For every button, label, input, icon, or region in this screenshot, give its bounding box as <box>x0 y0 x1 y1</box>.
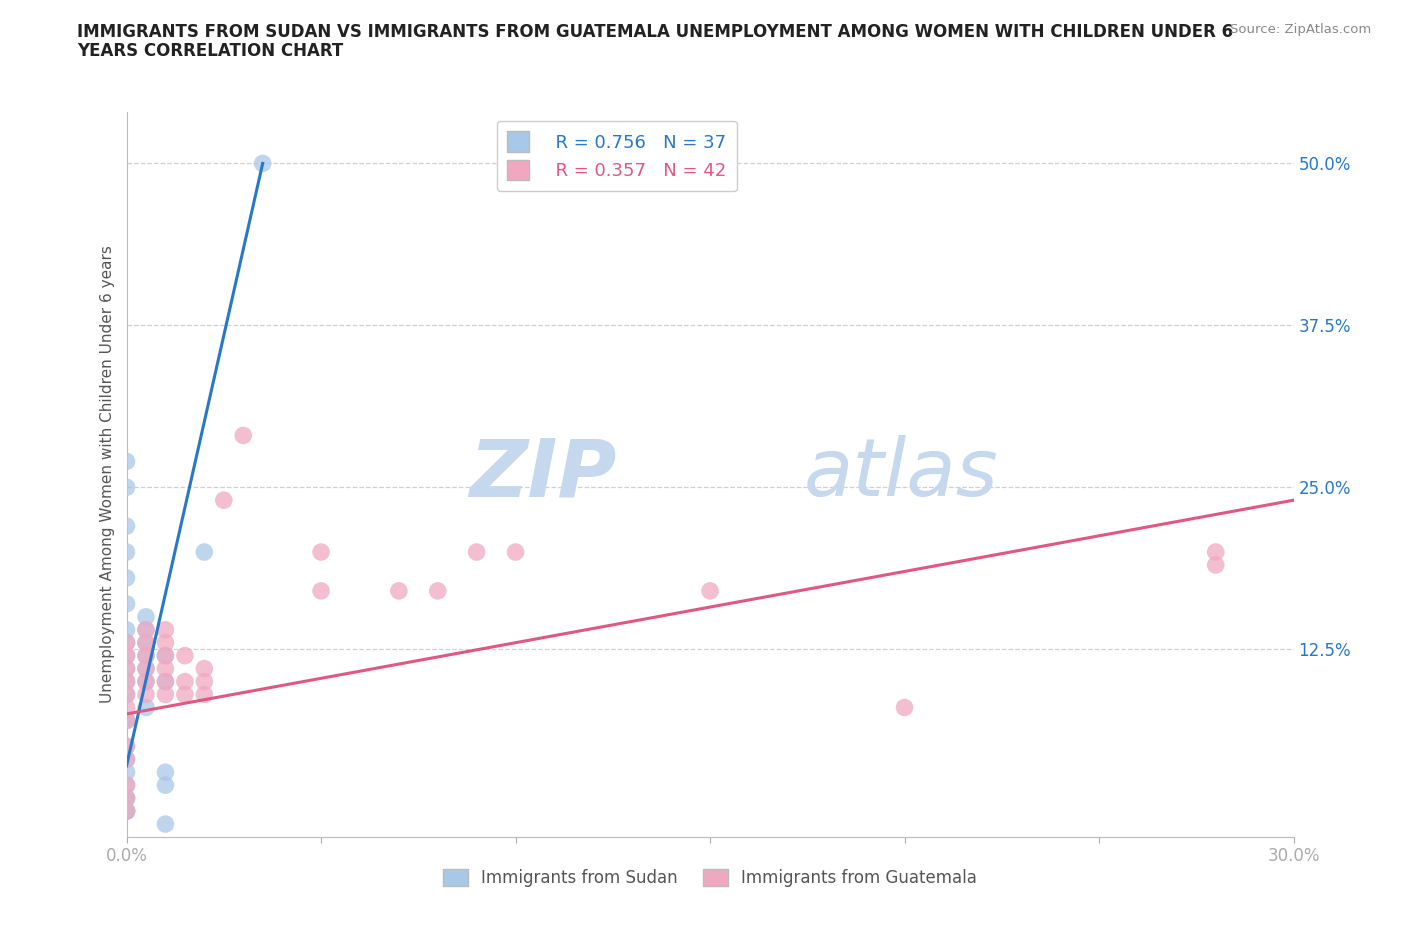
Point <box>155 648 177 663</box>
Point <box>115 713 138 728</box>
Text: YEARS CORRELATION CHART: YEARS CORRELATION CHART <box>77 42 343 60</box>
Point <box>1205 545 1227 560</box>
Point <box>115 674 138 689</box>
Point <box>135 700 157 715</box>
Point <box>135 648 157 663</box>
Point <box>115 480 138 495</box>
Point <box>115 570 138 585</box>
Point <box>115 777 138 792</box>
Point <box>193 674 215 689</box>
Point <box>115 804 138 818</box>
Point <box>115 764 138 779</box>
Point <box>155 764 177 779</box>
Point <box>115 635 138 650</box>
Point <box>465 545 488 560</box>
Point <box>135 609 157 624</box>
Point <box>115 751 138 766</box>
Text: atlas: atlas <box>803 435 998 513</box>
Point <box>115 622 138 637</box>
Point <box>135 648 157 663</box>
Point <box>115 454 138 469</box>
Point <box>232 428 254 443</box>
Point <box>505 545 527 560</box>
Legend: Immigrants from Sudan, Immigrants from Guatemala: Immigrants from Sudan, Immigrants from G… <box>436 862 984 894</box>
Point <box>115 790 138 805</box>
Point <box>115 804 138 818</box>
Point <box>115 635 138 650</box>
Point <box>115 545 138 560</box>
Text: IMMIGRANTS FROM SUDAN VS IMMIGRANTS FROM GUATEMALA UNEMPLOYMENT AMONG WOMEN WITH: IMMIGRANTS FROM SUDAN VS IMMIGRANTS FROM… <box>77 23 1233 41</box>
Point <box>115 687 138 702</box>
Text: Source: ZipAtlas.com: Source: ZipAtlas.com <box>1230 23 1371 36</box>
Point <box>115 519 138 534</box>
Text: ZIP: ZIP <box>470 435 617 513</box>
Point <box>193 545 215 560</box>
Point <box>155 635 177 650</box>
Point <box>699 583 721 598</box>
Point <box>1205 558 1227 573</box>
Point <box>115 700 138 715</box>
Point <box>135 661 157 676</box>
Point <box>115 661 138 676</box>
Y-axis label: Unemployment Among Women with Children Under 6 years: Unemployment Among Women with Children U… <box>100 246 115 703</box>
Point <box>115 751 138 766</box>
Point <box>155 661 177 676</box>
Point <box>115 713 138 728</box>
Point <box>115 738 138 753</box>
Point <box>212 493 235 508</box>
Point <box>115 661 138 676</box>
Point <box>115 777 138 792</box>
Point <box>174 687 197 702</box>
Point <box>155 817 177 831</box>
Point <box>115 648 138 663</box>
Point <box>115 804 138 818</box>
Point <box>135 622 157 637</box>
Point <box>115 790 138 805</box>
Point <box>135 635 157 650</box>
Point <box>174 648 197 663</box>
Point <box>155 648 177 663</box>
Point <box>893 700 915 715</box>
Point <box>115 738 138 753</box>
Point <box>155 777 177 792</box>
Point <box>252 156 274 171</box>
Point <box>115 648 138 663</box>
Point <box>135 622 157 637</box>
Point <box>155 674 177 689</box>
Point <box>135 661 157 676</box>
Point <box>115 596 138 611</box>
Point <box>135 674 157 689</box>
Point <box>193 687 215 702</box>
Point <box>135 674 157 689</box>
Point <box>388 583 411 598</box>
Point <box>115 790 138 805</box>
Point <box>115 687 138 702</box>
Point <box>115 713 138 728</box>
Point <box>193 661 215 676</box>
Point <box>135 635 157 650</box>
Point <box>155 687 177 702</box>
Point <box>309 545 332 560</box>
Point <box>115 804 138 818</box>
Point <box>115 674 138 689</box>
Point <box>155 622 177 637</box>
Point <box>426 583 449 598</box>
Point <box>174 674 197 689</box>
Point <box>135 687 157 702</box>
Point <box>155 674 177 689</box>
Point <box>309 583 332 598</box>
